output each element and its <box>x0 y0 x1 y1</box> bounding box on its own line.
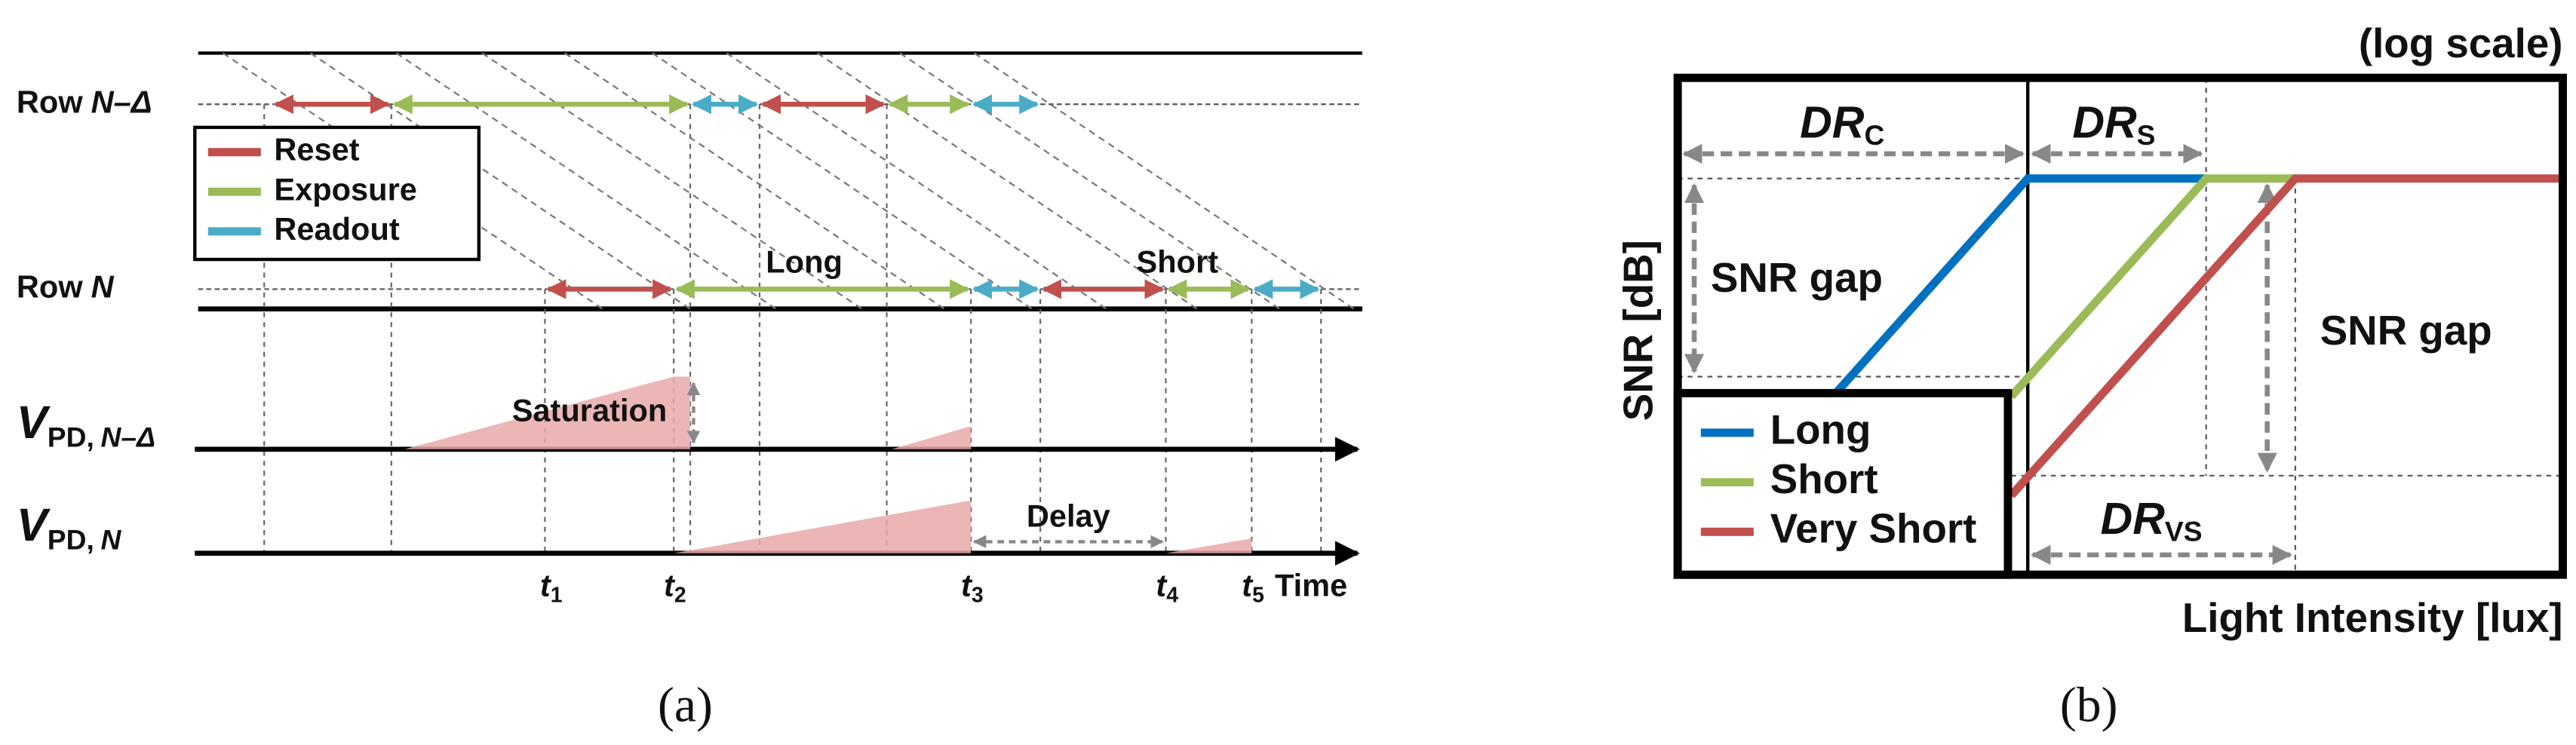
row-label: Row N <box>17 268 115 304</box>
row-prefix: Row <box>17 84 83 119</box>
t-label: t5 <box>1242 568 1264 607</box>
legend-label: Readout <box>274 211 399 247</box>
row-var: N <box>91 268 115 304</box>
row-label: Row N–Δ <box>17 84 152 119</box>
snr-curve <box>2008 174 2560 498</box>
t-index: 4 <box>1166 583 1178 607</box>
range-symbol: DR <box>1800 97 1865 147</box>
rolling-diagonal <box>564 52 945 310</box>
range-label: DRVS <box>2101 493 2203 547</box>
time-axis-label: Time <box>1275 568 1347 603</box>
range-symbol: DR <box>2072 97 2137 147</box>
t-symbol: t <box>1242 568 1254 603</box>
range-subscript: S <box>2137 119 2156 151</box>
signal-subscript: PD, <box>48 523 94 555</box>
range-subscript: VS <box>2165 515 2203 547</box>
gap-label: SNR gap <box>2320 307 2492 354</box>
y-axis-label: SNR [dB] <box>1614 240 1661 421</box>
annotation: Saturation <box>512 393 668 428</box>
shapes <box>193 51 2567 579</box>
rolling-diagonal <box>899 52 1281 310</box>
snr-curve <box>2008 174 2295 400</box>
scale-note: (log scale) <box>2359 20 2563 66</box>
range-label: DRC <box>1800 97 1884 151</box>
t-symbol: t <box>961 568 973 603</box>
rolling-diagonal <box>481 52 863 310</box>
charge-ramp <box>674 500 972 553</box>
caption: (b) <box>2060 678 2118 733</box>
t-index: 2 <box>674 583 686 607</box>
annotation: Short <box>1137 244 1219 280</box>
t-index: 5 <box>1252 583 1264 607</box>
legend-label: Very Short <box>1770 505 1977 552</box>
row-var: N–Δ <box>91 84 152 119</box>
legend-label: Long <box>1770 406 1871 452</box>
signal-symbol: V <box>17 397 51 448</box>
t-index: 1 <box>551 583 563 607</box>
charge-ramp <box>404 376 691 449</box>
rolling-diagonal <box>973 52 1355 310</box>
t-label: t3 <box>961 568 984 607</box>
t-label: t2 <box>664 568 686 607</box>
t-label: t4 <box>1156 568 1178 607</box>
legend-label: Exposure <box>274 171 416 207</box>
time-marks: t1 t2 t3 t4 t5 <box>540 568 1264 607</box>
annotation: Long <box>766 244 843 280</box>
rolling-diagonal <box>816 52 1198 310</box>
signal-label: VPD, N <box>17 499 122 555</box>
gap-label: SNR gap <box>1711 254 1883 301</box>
row-prefix: Row <box>17 268 83 304</box>
t-symbol: t <box>1156 568 1168 603</box>
caption: (a) <box>658 678 713 733</box>
signal-subscript: PD, <box>48 421 94 452</box>
t-index: 3 <box>972 583 984 607</box>
legend-label: Short <box>1770 455 1878 502</box>
x-axis-label: Light Intensity [lux] <box>2182 594 2563 641</box>
signal-symbol: V <box>17 499 51 550</box>
t-symbol: t <box>664 568 676 603</box>
rolling-diagonal <box>395 52 777 310</box>
plot-frame <box>1673 73 2567 579</box>
range-subscript: C <box>1864 119 1884 151</box>
annotation: Delay <box>1027 498 1110 534</box>
signal-label: VPD, N–Δ <box>17 397 155 452</box>
rolling-diagonal <box>652 52 1033 310</box>
snr-curve <box>1829 174 2206 400</box>
rolling-diagonal <box>726 52 1107 310</box>
t-label: t1 <box>540 568 563 607</box>
legend-label: Reset <box>274 132 359 167</box>
charge-ramp <box>1165 538 1252 553</box>
signal-subvar: N <box>101 523 122 555</box>
rolling-diagonal <box>309 52 691 310</box>
t-symbol: t <box>540 568 552 603</box>
range-symbol: DR <box>2101 493 2166 544</box>
range-label: DRS <box>2072 97 2155 151</box>
rolling-diagonal <box>222 52 603 310</box>
charge-ramp <box>892 426 972 449</box>
signal-subvar: N–Δ <box>101 421 156 452</box>
